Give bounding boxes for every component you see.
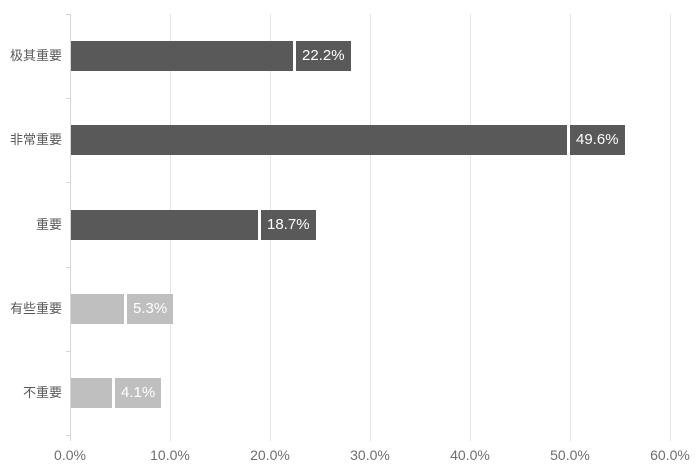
x-axis-tick-label: 60.0% — [650, 447, 690, 463]
x-axis-tick-label: 0.0% — [54, 447, 86, 463]
x-axis-tick-label: 20.0% — [250, 447, 290, 463]
x-axis-tick-label: 10.0% — [150, 447, 190, 463]
value-label: 18.7% — [261, 209, 316, 240]
value-label: 22.2% — [296, 41, 351, 72]
y-axis-tick — [66, 182, 70, 184]
bar-2 — [71, 125, 567, 156]
bar-4 — [71, 293, 124, 324]
bar-3 — [71, 209, 258, 240]
y-axis-tick — [66, 14, 70, 15]
bar-1 — [71, 41, 293, 72]
x-axis-tick-label: 50.0% — [550, 447, 590, 463]
x-gridline — [70, 14, 71, 441]
y-axis-tick — [66, 98, 70, 100]
value-label: 5.3% — [127, 293, 174, 324]
category-label: 重要 — [35, 216, 62, 232]
y-axis-tick — [66, 266, 70, 268]
category-label: 不重要 — [22, 384, 62, 400]
bar-5 — [71, 377, 112, 408]
category-label: 非常重要 — [9, 132, 62, 148]
category-label: 有些重要 — [9, 300, 62, 316]
y-axis-tick — [66, 350, 70, 352]
x-gridline — [370, 14, 371, 441]
x-gridline — [470, 14, 471, 441]
y-axis-tick — [66, 435, 70, 436]
x-axis-tick-label: 30.0% — [350, 447, 390, 463]
x-gridline — [670, 14, 671, 441]
value-label: 4.1% — [115, 377, 162, 408]
category-label: 极其重要 — [9, 48, 62, 64]
x-gridline — [570, 14, 571, 441]
x-axis-tick-label: 40.0% — [450, 447, 490, 463]
value-label: 49.6% — [570, 125, 625, 156]
